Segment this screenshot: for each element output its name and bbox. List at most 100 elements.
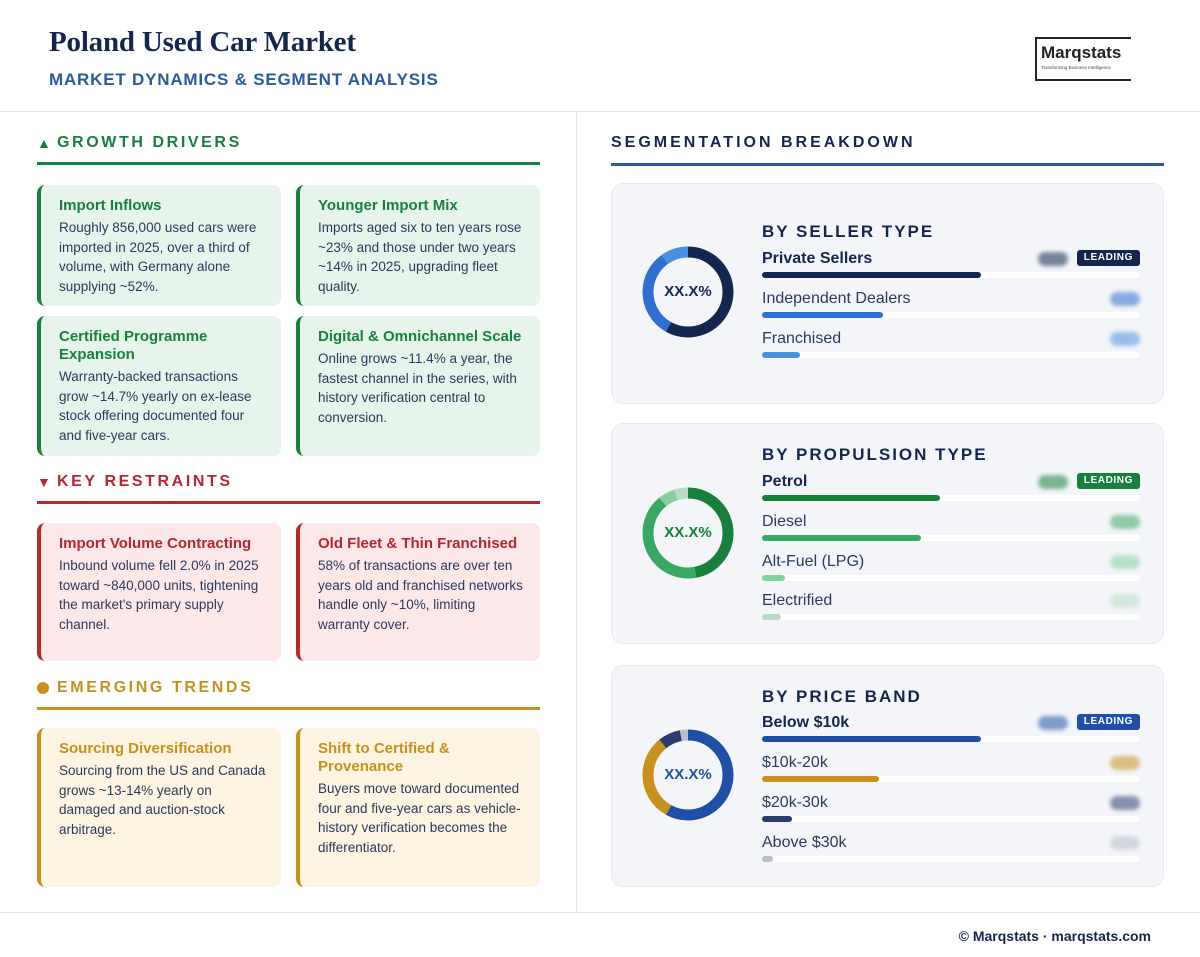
section-label: KEY RESTRAINTS (57, 473, 233, 490)
header: Poland Used Car Market MARKET DYNAMICS &… (0, 0, 1200, 112)
segment-name: Petrol (762, 473, 808, 490)
segment-name: Independent Dealers (762, 290, 911, 307)
segment-row: Diesel (762, 513, 1140, 547)
page-title: Poland Used Car Market (49, 26, 356, 58)
share-bar-track (762, 352, 1140, 358)
card-title: Digital & Omnichannel Scale (318, 328, 522, 345)
blurred-value (1110, 836, 1140, 850)
column-divider (576, 112, 577, 912)
share-bar-track (762, 856, 1140, 862)
card-body: Inbound volume fell 2.0% in 2025 toward … (59, 558, 259, 632)
panel-title: BY PROPULSION TYPE (762, 445, 988, 464)
share-bar-fill (762, 776, 880, 782)
share-bar-track (762, 312, 1140, 318)
price-band-panel: BY PRICE BAND XX.X% Below $10k LEADING $10… (611, 665, 1164, 887)
card-title: Old Fleet & Thin Franchised (318, 535, 518, 552)
segment-row: Below $10k LEADING (762, 714, 1140, 748)
footer-credit[interactable]: © Marqstats · marqstats.com (958, 928, 1151, 944)
card-body: Buyers move toward documented four and f… (318, 781, 521, 855)
donut-slice (642, 246, 734, 338)
segment-row: Above $30k (762, 834, 1140, 868)
triangle-up-icon: ▲ (37, 135, 51, 151)
share-bar-fill (762, 272, 982, 278)
share-bar-track (762, 272, 1140, 278)
restraint-card: Import Volume Contracting Inbound volume… (37, 523, 281, 661)
propulsion-type-panel: BY PROPULSION TYPE XX.X% Petrol LEADING Di… (611, 423, 1164, 644)
share-bar-fill (762, 816, 793, 822)
circle-icon (37, 680, 49, 697)
segment-row: Private Sellers LEADING (762, 250, 1140, 284)
growth-card: Certified Programme Expansion Warranty-b… (37, 316, 281, 456)
blurred-value (1110, 594, 1140, 608)
share-bar-fill (762, 575, 785, 581)
trend-card: Sourcing Diversification Sourcing from t… (37, 728, 281, 887)
blurred-value (1110, 332, 1140, 346)
blurred-value (1038, 716, 1068, 730)
blurred-value (1110, 515, 1140, 529)
segmentation-heading: SEGMENTATION BREAKDOWN (611, 134, 1164, 166)
restraint-card: Old Fleet & Thin Franchised 58% of trans… (296, 523, 540, 661)
share-bar-track (762, 776, 1140, 782)
leading-badge: LEADING (1076, 714, 1140, 730)
blurred-value (1110, 292, 1140, 306)
card-title: Shift to Certified & Provenance (318, 740, 450, 775)
share-bar-track (762, 816, 1140, 822)
emerging-trends-heading: EMERGING TRENDS (37, 679, 540, 710)
share-bar-track (762, 495, 1140, 501)
segment-name: Diesel (762, 513, 807, 530)
donut-center-label: XX.X% (664, 283, 712, 300)
segment-name: Below $10k (762, 714, 850, 731)
segment-name: $20k-30k (762, 794, 828, 811)
price-band-donut: XX.X% (640, 727, 736, 823)
triangle-down-icon: ▼ (37, 474, 51, 490)
growth-drivers-heading: ▲ GROWTH DRIVERS (37, 134, 540, 165)
donut-slice (642, 487, 734, 579)
donut-slice (642, 729, 734, 821)
segment-row: $10k-20k (762, 754, 1140, 788)
share-bar-fill (762, 312, 883, 318)
logo-word: Marqstats (1041, 43, 1122, 62)
share-bar-fill (762, 614, 781, 620)
segment-name: $10k-20k (762, 754, 828, 771)
card-title: Younger Import Mix (318, 197, 458, 214)
blurred-value (1038, 252, 1068, 266)
growth-card: Younger Import Mix Imports aged six to t… (296, 185, 540, 306)
page-subtitle: MARKET DYNAMICS & SEGMENT ANALYSIS (49, 70, 439, 89)
segment-name: Franchised (762, 330, 842, 347)
blurred-value (1110, 796, 1140, 810)
share-bar-fill (762, 856, 774, 862)
segment-row: Petrol LEADING (762, 473, 1140, 507)
share-bar-fill (762, 736, 982, 742)
segment-name: Above $30k (762, 834, 847, 851)
section-label: GROWTH DRIVERS (57, 134, 242, 151)
seller-type-panel: BY SELLER TYPE XX.X% Private Sellers LEAD… (611, 183, 1164, 404)
share-bar-fill (762, 352, 800, 358)
panel-title: BY SELLER TYPE (762, 222, 935, 241)
blurred-value (1038, 475, 1068, 489)
card-title: Import Inflows (59, 197, 162, 214)
segment-row: Alt-Fuel (LPG) (762, 553, 1140, 587)
share-bar-track (762, 575, 1140, 581)
segment-name: Alt-Fuel (LPG) (762, 553, 865, 570)
share-bar-track (762, 614, 1140, 620)
share-bar-track (762, 535, 1140, 541)
footer: © Marqstats · marqstats.com (0, 912, 1200, 957)
card-body: Imports aged six to ten years rose ~23% … (318, 220, 522, 294)
growth-card: Digital & Omnichannel Scale Online grows… (296, 316, 540, 456)
trend-card: Shift to Certified & Provenance Buyers m… (296, 728, 540, 887)
segment-name: Private Sellers (762, 250, 873, 267)
card-body: 58% of transactions are over ten years o… (318, 558, 523, 632)
donut-center-label: XX.X% (664, 766, 712, 783)
leading-badge: LEADING (1076, 250, 1140, 266)
seller-type-donut: XX.X% (640, 244, 736, 340)
donut-slice (642, 246, 734, 338)
card-title: Sourcing Diversification (59, 740, 232, 757)
section-label: SEGMENTATION BREAKDOWN (611, 134, 916, 151)
marqstats-logo[interactable]: Marqstats Transforming Business Intellig… (1035, 37, 1153, 81)
segment-row: Independent Dealers (762, 290, 1140, 324)
card-body: Warranty-backed transactions grow ~14.7%… (59, 369, 252, 443)
card-title: Import Volume Contracting (59, 535, 252, 552)
card-body: Online grows ~11.4% a year, the fastest … (318, 351, 517, 425)
segment-row: Electrified (762, 592, 1140, 626)
segment-name: Electrified (762, 592, 833, 609)
